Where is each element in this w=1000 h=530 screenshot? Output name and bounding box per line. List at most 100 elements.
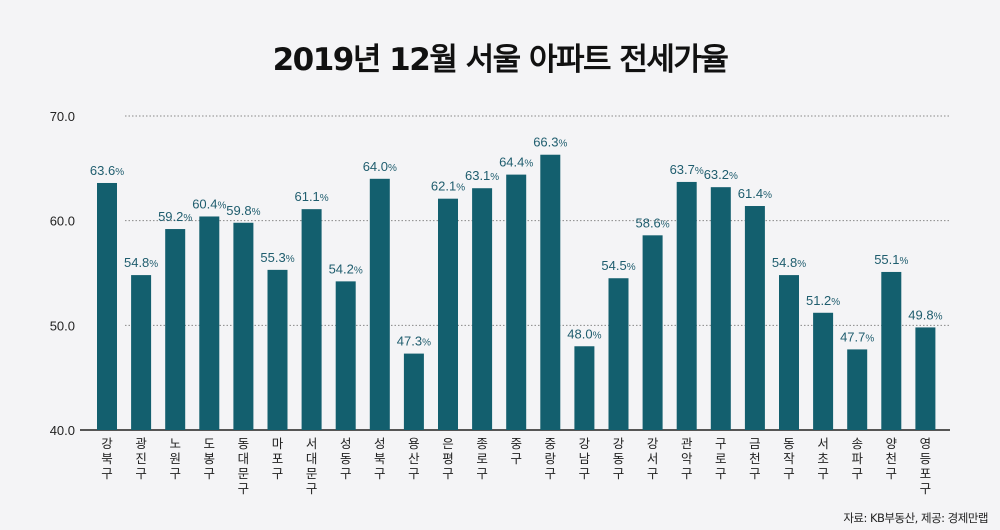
data-label-value: 59.8 bbox=[226, 203, 251, 218]
data-label-value: 58.6 bbox=[635, 215, 660, 230]
data-label-suffix: % bbox=[831, 297, 840, 308]
data-label-suffix: % bbox=[388, 163, 397, 174]
bar bbox=[915, 327, 936, 430]
data-label-suffix: % bbox=[149, 259, 158, 270]
data-label: 63.7% bbox=[670, 162, 704, 177]
data-label-suffix: % bbox=[934, 311, 943, 322]
bar bbox=[813, 312, 834, 430]
data-label-suffix: % bbox=[115, 167, 124, 178]
bar bbox=[165, 229, 186, 430]
data-label-suffix: % bbox=[524, 159, 533, 170]
bar bbox=[574, 346, 595, 430]
data-label: 62.1% bbox=[431, 179, 465, 194]
bar bbox=[881, 271, 902, 430]
data-label: 63.1% bbox=[465, 168, 499, 183]
data-label-suffix: % bbox=[695, 166, 704, 177]
data-label-value: 64.4 bbox=[499, 155, 524, 170]
bar bbox=[676, 181, 697, 430]
data-label: 59.8% bbox=[226, 203, 260, 218]
data-label: 54.5% bbox=[601, 258, 635, 273]
data-label: 48.0% bbox=[567, 326, 601, 341]
data-label-value: 54.2 bbox=[329, 261, 354, 276]
data-label: 63.6% bbox=[90, 163, 124, 178]
data-label: 66.3% bbox=[533, 135, 567, 150]
data-label-value: 55.3 bbox=[260, 250, 285, 265]
data-label-suffix: % bbox=[183, 213, 192, 224]
data-label-suffix: % bbox=[865, 333, 874, 344]
y-tick-label: 50.0 bbox=[50, 318, 75, 333]
bar bbox=[131, 275, 152, 430]
bar bbox=[744, 206, 765, 430]
bar bbox=[199, 216, 220, 430]
data-label: 64.0% bbox=[363, 159, 397, 174]
data-label-suffix: % bbox=[286, 254, 295, 265]
bar bbox=[403, 353, 424, 430]
data-label-suffix: % bbox=[490, 172, 499, 183]
data-label-suffix: % bbox=[729, 171, 738, 182]
data-label-value: 51.2 bbox=[806, 293, 831, 308]
data-label: 49.8% bbox=[908, 307, 942, 322]
data-label-suffix: % bbox=[763, 190, 772, 201]
bar bbox=[642, 235, 663, 430]
data-label: 60.4% bbox=[192, 196, 226, 211]
data-label: 63.2% bbox=[704, 167, 738, 182]
bar bbox=[608, 278, 629, 430]
bar bbox=[506, 174, 527, 430]
data-label: 55.1% bbox=[874, 252, 908, 267]
data-label: 51.2% bbox=[806, 293, 840, 308]
data-label-value: 47.7 bbox=[840, 329, 865, 344]
data-label-suffix: % bbox=[354, 265, 363, 276]
data-label-suffix: % bbox=[252, 207, 261, 218]
data-label: 64.4% bbox=[499, 155, 533, 170]
chart-title: 2019년 12월 서울 아파트 전세가율 bbox=[273, 42, 729, 78]
data-label: 54.2% bbox=[329, 261, 363, 276]
data-label-suffix: % bbox=[218, 200, 227, 211]
data-label-value: 63.6 bbox=[90, 163, 115, 178]
bar bbox=[540, 154, 561, 430]
bar bbox=[335, 281, 356, 430]
bar bbox=[267, 269, 288, 430]
data-label: 54.8% bbox=[124, 255, 158, 270]
data-label: 47.3% bbox=[397, 334, 431, 349]
data-label: 47.7% bbox=[840, 329, 874, 344]
data-label: 55.3% bbox=[260, 250, 294, 265]
data-label-value: 47.3 bbox=[397, 334, 422, 349]
data-label-value: 63.7 bbox=[670, 162, 695, 177]
data-label-suffix: % bbox=[900, 256, 909, 267]
data-label-value: 49.8 bbox=[908, 307, 933, 322]
data-label-suffix: % bbox=[797, 259, 806, 270]
bar bbox=[369, 178, 390, 430]
bar bbox=[710, 187, 731, 430]
data-label-value: 55.1 bbox=[874, 252, 899, 267]
bar bbox=[97, 182, 117, 430]
data-label: 61.4% bbox=[738, 186, 772, 201]
bar bbox=[301, 209, 322, 430]
data-label-value: 61.1 bbox=[294, 189, 319, 204]
bar bbox=[779, 275, 799, 430]
bar bbox=[438, 198, 458, 430]
data-label-suffix: % bbox=[559, 139, 568, 150]
data-label-suffix: % bbox=[422, 338, 431, 349]
data-label: 61.1% bbox=[294, 189, 328, 204]
data-label: 58.6% bbox=[635, 215, 669, 230]
bar bbox=[472, 188, 493, 430]
data-label-suffix: % bbox=[627, 262, 636, 273]
